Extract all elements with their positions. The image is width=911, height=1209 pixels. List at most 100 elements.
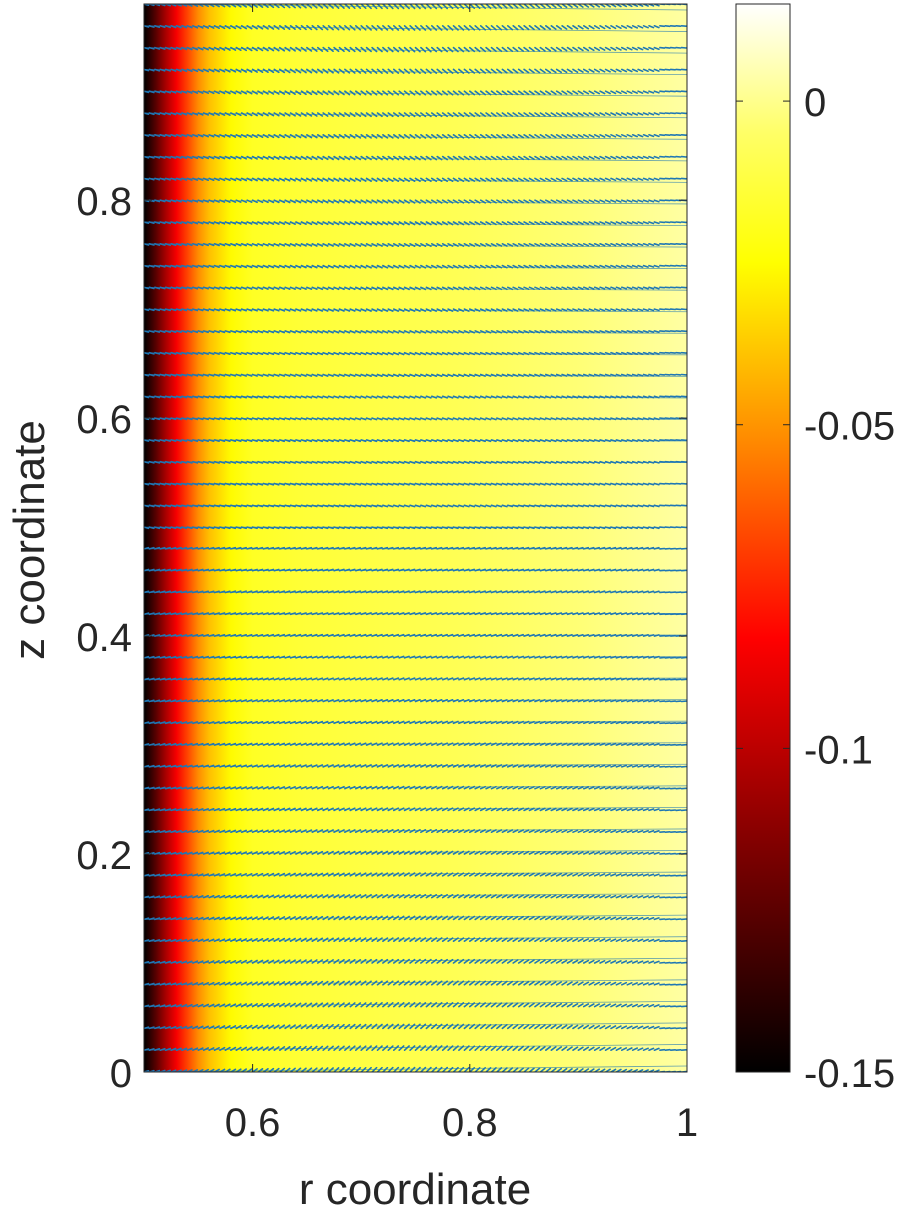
colorbar-tick-label: 0: [804, 81, 826, 125]
vector-row: [144, 25, 687, 32]
colorbar-tick-label: -0.1: [804, 728, 873, 772]
vector-row: [144, 395, 687, 399]
vector-row: [144, 439, 687, 443]
vector-streak: [144, 439, 687, 442]
vector-row: [144, 979, 687, 986]
plot-frame: [143, 3, 688, 1073]
vector-row: [144, 1000, 687, 1008]
vector-row: [144, 785, 687, 790]
vector-row: [144, 4, 687, 11]
vector-row: [144, 612, 687, 616]
vector-row: [144, 936, 687, 942]
y-axis-label: z coordinate: [5, 420, 54, 660]
vector-streak: [144, 47, 687, 54]
y-tick-label: 0.8: [76, 180, 132, 224]
vector-arrows: [144, 546, 687, 550]
vector-row: [144, 720, 687, 725]
x-tick-label: 0.8: [442, 1101, 498, 1145]
vector-row: [144, 850, 687, 855]
vector-streak: [144, 156, 687, 162]
vector-row: [144, 677, 687, 681]
vector-row: [144, 893, 687, 899]
vector-streak: [144, 957, 687, 964]
x-tick-label: 0.6: [225, 1101, 281, 1145]
vector-row: [144, 633, 687, 637]
vector-row: [144, 460, 687, 464]
vector-row: [144, 828, 687, 833]
vector-row: [144, 286, 687, 291]
vector-row: [144, 957, 687, 964]
colorbar-ticks: 0 -0.05 -0.1 -0.15: [736, 81, 895, 1096]
vector-streak: [144, 1000, 687, 1008]
vector-row: [144, 763, 687, 768]
vector-streak: [144, 221, 687, 226]
vector-row: [144, 221, 687, 226]
vector-streak: [144, 243, 687, 248]
vector-row: [144, 155, 687, 162]
vector-row: [144, 308, 687, 313]
vector-row: [144, 655, 687, 659]
vector-row: [144, 1065, 687, 1072]
vector-streak: [144, 979, 687, 986]
vector-row: [144, 351, 687, 356]
vector-row: [144, 68, 687, 76]
colorbar: [735, 3, 791, 1073]
x-tick-label: 1: [676, 1101, 698, 1145]
vector-row: [144, 806, 687, 812]
vector-streak: [144, 374, 687, 377]
vector-row: [144, 482, 687, 486]
vector-row: [144, 46, 687, 54]
x-axis-ticks: 0.6 0.8 1: [225, 4, 698, 1145]
vector-streak: [144, 199, 687, 205]
vector-row: [144, 546, 687, 550]
vector-streak: [144, 1022, 687, 1029]
vector-row: [144, 1044, 687, 1051]
vector-row: [144, 134, 687, 140]
vector-streak: [144, 134, 687, 140]
vector-row: [144, 90, 687, 97]
vector-row: [144, 568, 687, 572]
vector-streak: [144, 483, 687, 485]
vector-streak: [144, 914, 687, 920]
y-tick-label: 0.6: [76, 398, 132, 442]
y-tick-label: 0: [110, 1052, 132, 1096]
vector-row: [144, 417, 687, 421]
vector-streak: [144, 677, 687, 681]
y-axis-ticks: 0 0.2 0.4 0.6 0.8: [76, 180, 687, 1096]
vector-streak: [144, 25, 687, 32]
vector-streak: [144, 112, 687, 119]
vector-streak: [144, 720, 687, 724]
vector-streak: [144, 591, 687, 593]
vector-streak: [144, 828, 687, 833]
colorbar-tick-label: -0.05: [804, 405, 895, 449]
vector-row: [144, 504, 687, 508]
vector-streak: [144, 68, 687, 76]
vector-streak: [144, 1044, 687, 1051]
vector-arrows: [144, 526, 687, 530]
vector-streak: [144, 1065, 687, 1072]
vector-row: [144, 112, 687, 119]
heatmap-field: [144, 4, 687, 1072]
vector-streak: [144, 177, 687, 183]
vector-row: [144, 330, 687, 334]
vector-streak: [144, 4, 687, 11]
vector-streak: [144, 763, 687, 768]
vector-streak: [144, 286, 687, 291]
colorbar-tick-label: -0.15: [804, 1052, 895, 1096]
vector-row: [144, 871, 687, 877]
x-axis-label: r coordinate: [299, 1165, 531, 1209]
vector-row: [144, 264, 687, 270]
vector-streak: [144, 265, 687, 270]
vector-streak: [144, 308, 687, 313]
vector-streak: [144, 850, 687, 855]
vector-row: [144, 699, 687, 703]
y-tick-label: 0.4: [76, 616, 132, 660]
vector-streak: [144, 395, 687, 399]
vector-row: [144, 526, 687, 530]
vector-row: [144, 373, 687, 377]
vector-streak: [144, 90, 687, 97]
vector-streak: [144, 893, 687, 899]
vector-row: [144, 590, 687, 594]
vector-streak: [144, 699, 687, 702]
